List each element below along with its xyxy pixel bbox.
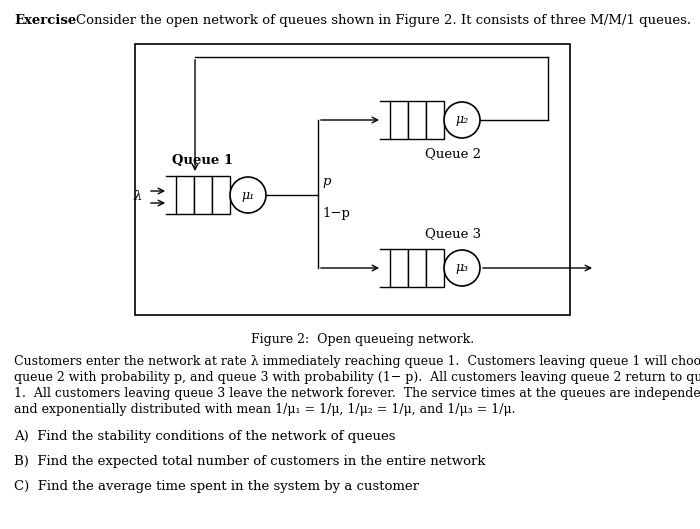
Text: Queue 2: Queue 2 — [425, 147, 481, 160]
Circle shape — [444, 250, 480, 286]
Text: B)  Find the expected total number of customers in the entire network: B) Find the expected total number of cus… — [14, 455, 486, 468]
Text: μ₁: μ₁ — [241, 188, 255, 202]
Text: λ: λ — [134, 190, 142, 204]
Bar — [212, 176, 230, 214]
Text: Customers enter the network at rate λ immediately reaching queue 1.  Customers l: Customers enter the network at rate λ im… — [14, 355, 700, 368]
Text: p: p — [322, 175, 330, 187]
Text: Consider the open network of queues shown in Figure 2. It consists of three M/M/: Consider the open network of queues show… — [76, 14, 691, 27]
Text: 1−p: 1−p — [322, 206, 350, 220]
Text: μ₃: μ₃ — [456, 261, 468, 275]
Text: A)  Find the stability conditions of the network of queues: A) Find the stability conditions of the … — [14, 430, 395, 443]
Bar — [194, 176, 212, 214]
Bar — [426, 101, 444, 139]
Bar — [390, 249, 408, 287]
Text: 1.  All customers leaving queue 3 leave the network forever.  The service times : 1. All customers leaving queue 3 leave t… — [14, 387, 700, 400]
Text: and exponentially distributed with mean 1/μ₁ = 1/μ, 1/μ₂ = 1/μ, and 1/μ₃ = 1/μ.: and exponentially distributed with mean … — [14, 403, 515, 416]
Text: Queue 1: Queue 1 — [172, 154, 234, 167]
Bar — [408, 101, 426, 139]
Bar — [176, 176, 194, 214]
Text: Queue 3: Queue 3 — [425, 227, 481, 240]
Bar — [408, 249, 426, 287]
Bar — [135, 44, 570, 315]
Circle shape — [230, 177, 266, 213]
Bar — [390, 101, 408, 139]
Bar — [426, 249, 444, 287]
Text: queue 2 with probability p, and queue 3 with probability (1− p).  All customers : queue 2 with probability p, and queue 3 … — [14, 371, 700, 384]
Text: C)  Find the average time spent in the system by a customer: C) Find the average time spent in the sy… — [14, 480, 419, 493]
Circle shape — [444, 102, 480, 138]
Text: μ₂: μ₂ — [456, 114, 468, 126]
Text: Figure 2:  Open queueing network.: Figure 2: Open queueing network. — [251, 333, 474, 346]
Text: Exercise: Exercise — [14, 14, 76, 27]
